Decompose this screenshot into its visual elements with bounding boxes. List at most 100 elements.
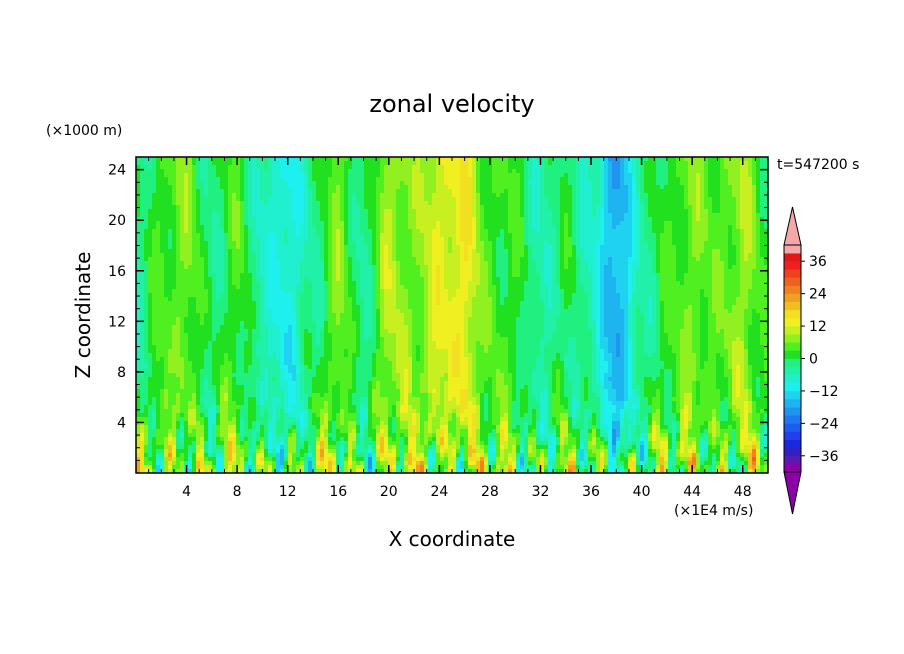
field-cell [404, 173, 409, 178]
field-cell [600, 173, 605, 178]
field-cell [616, 249, 621, 254]
field-cell [684, 181, 689, 186]
field-cell [732, 197, 737, 202]
field-cell [396, 217, 401, 222]
field-cell [196, 217, 201, 222]
field-cell [516, 253, 521, 258]
field-cell [312, 205, 317, 210]
field-cell [204, 229, 209, 234]
field-cell [376, 173, 381, 178]
field-cell [236, 205, 241, 210]
field-cell [292, 265, 297, 270]
field-cell [400, 237, 405, 242]
field-cell [180, 173, 185, 178]
field-cell [564, 245, 569, 250]
field-cell [712, 213, 717, 218]
field-cell [240, 205, 245, 210]
field-cell [256, 185, 261, 190]
field-cell [364, 157, 369, 162]
field-cell [364, 217, 369, 222]
field-cell [680, 249, 685, 254]
field-cell [216, 173, 221, 178]
field-cell [168, 229, 173, 234]
field-cell [416, 157, 421, 162]
field-cell [192, 177, 197, 182]
field-cell [144, 209, 149, 214]
field-cell [220, 229, 225, 234]
field-cell [600, 169, 605, 174]
field-cell [600, 221, 605, 226]
field-cell [520, 233, 525, 238]
field-cell [452, 221, 457, 226]
field-cell [452, 209, 457, 214]
field-cell [620, 173, 625, 178]
field-cell [704, 201, 709, 206]
field-cell [612, 261, 617, 266]
field-cell [292, 281, 297, 286]
field-cell [428, 277, 433, 282]
field-cell [192, 261, 197, 266]
field-cell [608, 265, 613, 270]
field-cell [336, 229, 341, 234]
field-cell [396, 245, 401, 250]
field-cell [360, 177, 365, 182]
time-label: t=547200 s [777, 157, 859, 173]
field-cell [204, 233, 209, 238]
field-cell [356, 241, 361, 246]
field-cell [508, 161, 513, 166]
field-cell [540, 165, 545, 170]
field-cell [456, 237, 461, 242]
field-cell [400, 221, 405, 226]
field-cell [364, 241, 369, 246]
field-cell [172, 197, 177, 202]
field-cell [756, 245, 761, 250]
field-cell [552, 189, 557, 194]
field-cell [348, 177, 353, 182]
field-cell [600, 249, 605, 254]
field-cell [644, 217, 649, 222]
field-cell [416, 229, 421, 234]
field-cell [320, 237, 325, 242]
field-cell [332, 273, 337, 278]
field-cell [504, 265, 509, 270]
field-cell [568, 225, 573, 230]
field-cell [384, 233, 389, 238]
field-cell [536, 225, 541, 230]
field-cell [200, 249, 205, 254]
field-cell [208, 193, 213, 198]
field-cell [284, 257, 289, 262]
field-cell [748, 181, 753, 186]
field-cell [536, 229, 541, 234]
field-cell [444, 281, 449, 286]
field-cell [324, 161, 329, 166]
field-cell [344, 169, 349, 174]
field-cell [360, 273, 365, 278]
field-cell [200, 277, 205, 282]
field-cell [384, 273, 389, 278]
field-cell [524, 157, 529, 162]
field-cell [316, 245, 321, 250]
field-cell [712, 173, 717, 178]
field-cell [160, 241, 165, 246]
field-cell [536, 217, 541, 222]
field-cell [540, 157, 545, 162]
field-cell [624, 221, 629, 226]
field-cell [508, 201, 513, 206]
field-cell [728, 221, 733, 226]
field-cell [616, 173, 621, 178]
field-cell [528, 189, 533, 194]
field-cell [604, 185, 609, 190]
field-cell [180, 177, 185, 182]
field-cell [396, 181, 401, 186]
field-cell [628, 193, 633, 198]
field-cell [464, 197, 469, 202]
field-cell [668, 173, 673, 178]
field-cell [152, 281, 157, 286]
field-cell [576, 161, 581, 166]
field-cell [568, 273, 573, 278]
field-cell [432, 201, 437, 206]
field-cell [720, 201, 725, 206]
field-cell [364, 201, 369, 206]
field-cell [420, 261, 425, 266]
field-cell [136, 233, 141, 238]
